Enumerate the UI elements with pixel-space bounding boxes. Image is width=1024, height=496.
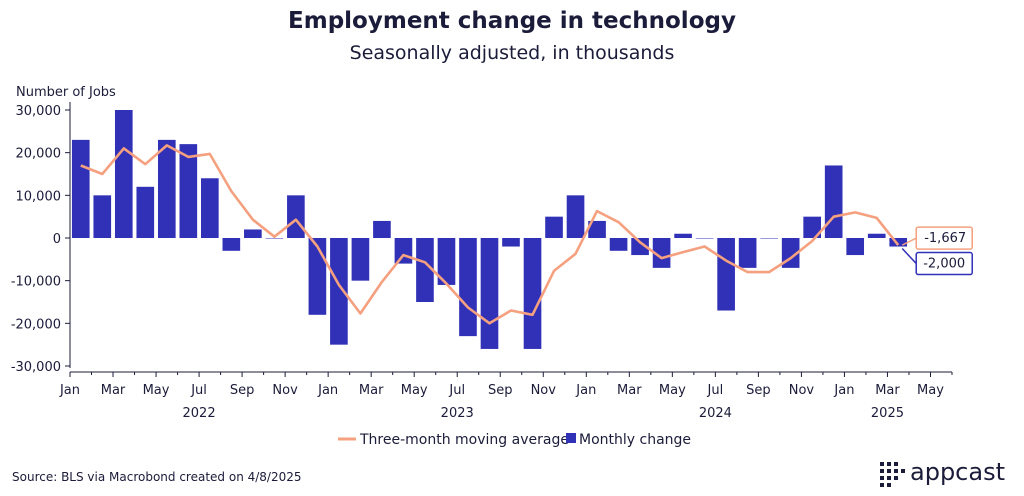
bar-monthly-change: [373, 220, 391, 238]
year-label: 2022: [183, 406, 216, 421]
brand-name: appcast: [910, 458, 1005, 486]
bar-monthly-change: [652, 238, 671, 268]
y-tick-label: -10,000: [11, 275, 61, 290]
moving-average-line: [80, 144, 900, 325]
x-axis: Jan Mar May Jul Sep Nov Jan Mar May Jul Sep Nov Jan M…: [59, 371, 953, 421]
bar-end-callout: [915, 251, 973, 276]
x-tick-label: Nov: [789, 383, 815, 398]
bar-monthly-change: [545, 216, 563, 238]
y-tick-label: 0: [53, 232, 61, 247]
x-tick-label: Jan: [59, 383, 80, 398]
bar-monthly-change: [717, 238, 735, 311]
source-note: Source: BLS via Macrobond created on 4/8…: [12, 470, 302, 484]
bar-monthly-change: [244, 229, 262, 238]
x-tick-label: Jan: [317, 383, 338, 398]
chart-subtitle: Seasonally adjusted, in thousands: [349, 42, 675, 64]
bar-series: [71, 110, 908, 349]
bar-monthly-change: [631, 238, 649, 256]
x-tick-label: Nov: [272, 383, 298, 398]
bar-monthly-change: [523, 238, 542, 349]
x-tick-label: Jul: [707, 383, 724, 398]
x-tick-label: Jul: [448, 383, 465, 398]
line-series: [80, 144, 900, 325]
bar-monthly-change: [760, 238, 778, 239]
x-tick-label: Jul: [190, 383, 207, 398]
x-tick-label: Mar: [359, 383, 384, 398]
y-axis-label: Number of Jobs: [16, 85, 116, 100]
x-tick-label: May: [659, 383, 686, 398]
appcast-logo: appcast: [878, 458, 1018, 488]
bar-monthly-change: [416, 238, 434, 302]
bar-monthly-change: [351, 238, 370, 281]
bar-monthly-change: [867, 233, 886, 238]
y-tick-label: 10,000: [16, 189, 62, 204]
y-axis: 30,000 20,000 10,000 0 -10,000 -20,000 -30,000: [11, 102, 71, 375]
bar-monthly-change: [803, 216, 821, 238]
bar-monthly-change: [437, 238, 456, 285]
bar-monthly-change: [674, 233, 692, 238]
year-label: 2023: [441, 406, 474, 421]
end-labels: -1,667 -2,000: [901, 226, 973, 276]
bar-monthly-change: [480, 238, 499, 349]
bar-monthly-change: [222, 238, 241, 251]
x-tick-label: Nov: [531, 383, 557, 398]
bar-monthly-change: [179, 144, 198, 238]
bar-monthly-change: [287, 195, 305, 238]
year-label: 2024: [699, 406, 732, 421]
bar-monthly-change: [566, 195, 585, 238]
bar-monthly-change: [308, 238, 327, 315]
bar-monthly-change: [265, 238, 284, 239]
bar-monthly-change: [846, 238, 865, 256]
bar-monthly-change: [157, 139, 176, 238]
bar-monthly-change: [93, 195, 112, 238]
x-tick-label: Mar: [875, 383, 900, 398]
bar-monthly-change: [114, 110, 133, 238]
chart-title: Employment change in technology: [288, 8, 736, 34]
x-tick-label: May: [917, 383, 944, 398]
x-tick-label: Sep: [746, 383, 771, 398]
y-tick-label: -20,000: [11, 317, 61, 332]
x-tick-label: Mar: [101, 383, 126, 398]
bar-end-value: -2,000: [923, 257, 965, 272]
x-tick-label: Mar: [617, 383, 642, 398]
x-tick-label: May: [143, 383, 170, 398]
legend: Three-month moving average Monthly change: [338, 432, 691, 448]
bar-monthly-change: [502, 238, 520, 247]
x-tick-label: Sep: [230, 383, 255, 398]
x-tick-label: Sep: [488, 383, 513, 398]
bar-monthly-change: [738, 238, 757, 268]
y-tick-label: 20,000: [16, 147, 62, 162]
bar-monthly-change: [588, 220, 606, 238]
line-end-value: -1,667: [924, 231, 966, 246]
y-tick-label: -30,000: [11, 360, 61, 375]
bar-monthly-change: [330, 238, 348, 345]
y-tick-label: 30,000: [16, 104, 62, 119]
line-end-callout: [915, 226, 973, 250]
x-tick-label: Jan: [575, 383, 596, 398]
bar-monthly-change: [695, 238, 714, 239]
bar-monthly-change: [824, 165, 843, 238]
x-tick-label: Jan: [833, 383, 854, 398]
bar-monthly-change: [201, 178, 219, 238]
bar-monthly-change: [394, 238, 413, 264]
legend-bar-label: Monthly change: [579, 432, 691, 448]
legend-bar-swatch: [566, 433, 576, 443]
bar-monthly-change: [71, 139, 90, 238]
legend-line-label: Three-month moving average: [359, 432, 569, 448]
year-label: 2025: [871, 406, 904, 421]
bar-monthly-change: [136, 186, 155, 238]
bar-monthly-change: [889, 238, 908, 247]
x-tick-label: May: [401, 383, 428, 398]
appcast-dots-logo-icon: [880, 462, 905, 487]
bar-monthly-change: [609, 238, 628, 251]
bar-monthly-change: [459, 238, 477, 337]
